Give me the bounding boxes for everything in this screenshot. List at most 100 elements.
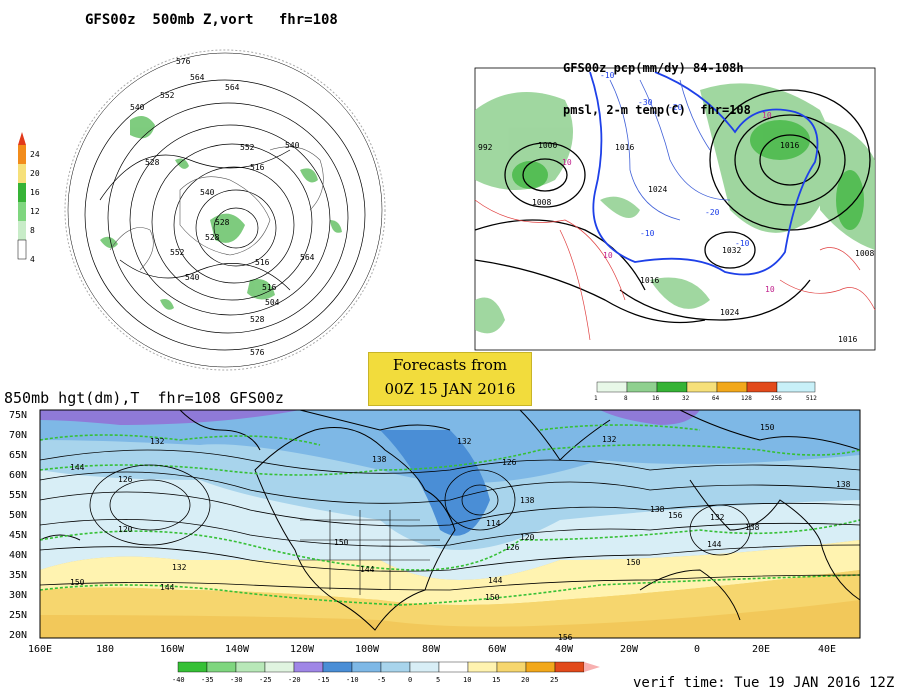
colorbar-label: 1 xyxy=(594,395,598,402)
isobar-label: 1016 xyxy=(615,143,634,152)
colorbar-label: -30 xyxy=(230,676,243,684)
colorbar-label: 8 xyxy=(30,226,35,235)
svg-text:126: 126 xyxy=(502,458,517,467)
svg-text:120W: 120W xyxy=(290,644,315,655)
temp-label: -10 xyxy=(600,71,615,80)
svg-text:150: 150 xyxy=(70,578,85,587)
svg-text:60W: 60W xyxy=(488,644,507,655)
colorbar-label: -20 xyxy=(288,676,301,684)
contour-label: 516 xyxy=(262,283,277,292)
contour-label: 528 xyxy=(205,233,220,242)
isobar-label: 1008 xyxy=(855,249,874,258)
isobar-label: 1016 xyxy=(640,276,659,285)
svg-text:114: 114 xyxy=(486,519,501,528)
svg-text:156: 156 xyxy=(668,511,683,520)
svg-text:132: 132 xyxy=(457,437,472,446)
colorbar-label: 32 xyxy=(682,395,690,402)
svg-text:35N: 35N xyxy=(9,570,27,581)
temp-contours-cold xyxy=(609,79,731,221)
svg-text:132: 132 xyxy=(602,435,617,444)
colorbar-label: 8 xyxy=(624,395,628,402)
coastlines xyxy=(109,146,324,271)
precip-colorbar: 1 8 16 32 64 128 256 512 xyxy=(594,381,817,402)
colorbar-label: 15 xyxy=(492,676,500,684)
colorbar-label: 4 xyxy=(30,255,35,264)
svg-text:138: 138 xyxy=(520,496,535,505)
contour-label: 540 xyxy=(200,188,215,197)
colorbar-label: 20 xyxy=(521,676,529,684)
svg-text:138: 138 xyxy=(836,480,851,489)
temp-contours xyxy=(39,424,861,606)
svg-text:144: 144 xyxy=(160,583,175,592)
contour-label: 552 xyxy=(160,91,175,100)
svg-text:126: 126 xyxy=(505,543,520,552)
contour-label: 564 xyxy=(225,83,240,92)
isobar-label: 1016 xyxy=(780,141,799,150)
svg-text:132: 132 xyxy=(150,437,165,446)
colorbar-label: 24 xyxy=(30,150,40,159)
svg-text:138: 138 xyxy=(650,505,665,514)
contour-label: 576 xyxy=(176,57,191,66)
svg-text:132: 132 xyxy=(710,513,725,522)
colorbar-label: 10 xyxy=(463,676,471,684)
svg-text:150: 150 xyxy=(485,593,500,602)
svg-text:138: 138 xyxy=(372,455,387,464)
svg-text:120: 120 xyxy=(520,533,535,542)
forecast-init-box: Forecasts from 00Z 15 JAN 2016 xyxy=(368,352,532,406)
svg-text:156: 156 xyxy=(558,633,573,642)
svg-text:160W: 160W xyxy=(160,644,185,655)
forecast-line2: 00Z 15 JAN 2016 xyxy=(384,380,516,398)
height-contours xyxy=(84,79,366,351)
svg-text:0: 0 xyxy=(694,644,700,655)
contour-label: 528 xyxy=(215,218,230,227)
isobar-label: 1008 xyxy=(532,198,551,207)
contour-label: 540 xyxy=(285,141,300,150)
svg-text:180: 180 xyxy=(96,644,114,655)
isobar-label: 1024 xyxy=(648,185,667,194)
svg-text:55N: 55N xyxy=(9,490,27,501)
colorbar-label: 5 xyxy=(436,676,440,684)
colorbar-label: -40 xyxy=(172,676,185,684)
contour-label: 528 xyxy=(145,158,160,167)
contour-label: 528 xyxy=(250,315,265,324)
precip-heavy xyxy=(512,120,864,230)
isobar-label: 1024 xyxy=(720,308,739,317)
svg-text:40W: 40W xyxy=(555,644,574,655)
contour-label: 564 xyxy=(190,73,205,82)
svg-text:126: 126 xyxy=(118,475,133,484)
svg-text:138: 138 xyxy=(745,523,760,532)
temp-label: -20 xyxy=(705,208,720,217)
temp-label: -20 xyxy=(668,103,683,112)
svg-text:40N: 40N xyxy=(9,550,27,561)
svg-text:40E: 40E xyxy=(818,644,836,655)
coastlines xyxy=(39,409,861,631)
contour-label: 516 xyxy=(255,258,270,267)
colorbar-label: -10 xyxy=(346,676,359,684)
svg-text:20E: 20E xyxy=(752,644,770,655)
svg-text:144: 144 xyxy=(70,463,85,472)
contour-label: 540 xyxy=(130,103,145,112)
precip-title-line1: GFS00z pcp(mm/dy) 84-108h xyxy=(563,61,744,75)
verification-time: verif time: Tue 19 JAN 2016 12Z xyxy=(633,675,895,691)
contour-label: 540 xyxy=(185,273,200,282)
svg-text:20W: 20W xyxy=(620,644,639,655)
svg-text:45N: 45N xyxy=(9,530,27,541)
svg-text:144: 144 xyxy=(488,576,503,585)
temperature-colorbar: -40 -35 -30 -25 -20 -15 -10 -5 0 5 10 15… xyxy=(172,661,600,684)
colorbar-label: 128 xyxy=(741,395,752,402)
850mb-panel-title: 850mb hgt(dm),T fhr=108 GFS00z xyxy=(4,389,284,407)
temp-contours-warm xyxy=(474,199,876,341)
colorbar-label: 64 xyxy=(712,395,720,402)
vorticity-patches xyxy=(100,116,342,310)
isobars xyxy=(474,89,871,324)
temp-label: 10 xyxy=(765,285,775,294)
colorbar-label: 256 xyxy=(771,395,782,402)
svg-text:144: 144 xyxy=(707,540,722,549)
longitude-labels: 160E 180 160W 140W 120W 100W 80W 60W 40W… xyxy=(28,644,836,655)
svg-text:150: 150 xyxy=(760,423,775,432)
colorbar-label: 512 xyxy=(806,395,817,402)
colorbar-label: -15 xyxy=(317,676,330,684)
freezing-line xyxy=(589,71,819,276)
